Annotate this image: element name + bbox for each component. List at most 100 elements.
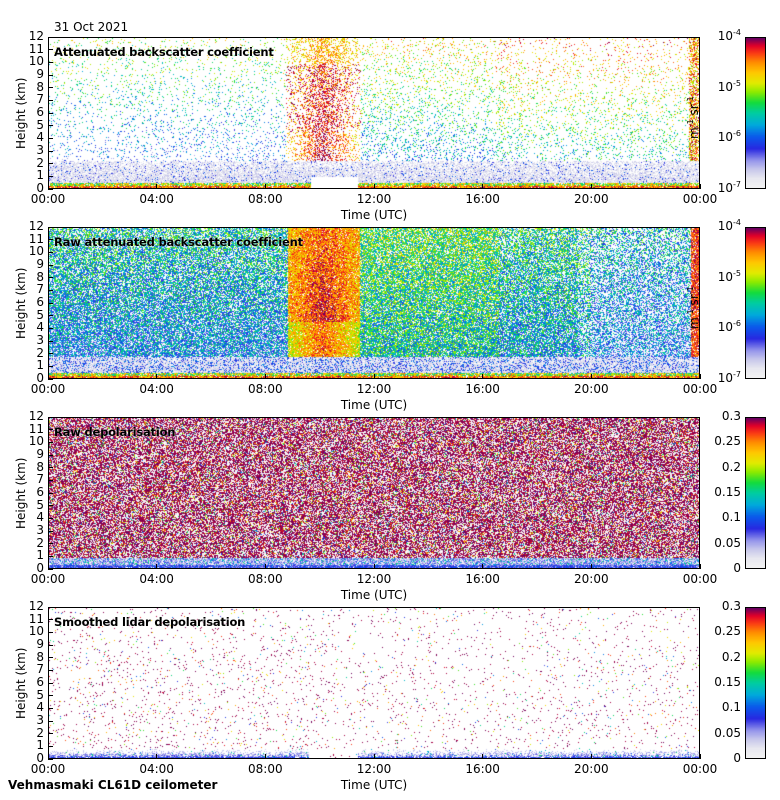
y-tick-mark	[48, 733, 53, 735]
x-tick-label: 20:00	[574, 382, 609, 396]
colorbar-unit-label: m-1 sr-1	[686, 286, 701, 329]
x-tick-mark	[47, 754, 49, 759]
x-tick-label: 08:00	[248, 572, 283, 586]
plot-area-1[interactable]	[48, 227, 700, 379]
colorbar-tick-label: 0.1	[721, 700, 741, 715]
y-tick-mark	[48, 416, 53, 418]
colorbar-tick-label: 0.3	[721, 599, 741, 613]
y-tick-label: 0	[36, 181, 44, 195]
y-tick-mark	[48, 99, 53, 101]
y-tick-mark	[48, 682, 53, 684]
colorbar-tick-label: 0.25	[714, 624, 741, 639]
x-tick-mark	[47, 184, 49, 189]
y-tick-label: 5	[36, 687, 44, 702]
x-axis-label: Time (UTC)	[340, 208, 408, 222]
colorbar-gradient-2	[746, 418, 765, 568]
y-tick-label: 8	[36, 649, 44, 664]
y-tick-label: 4	[36, 320, 44, 335]
colorbar-tick-label: 0.25	[714, 434, 741, 449]
y-tick-mark	[48, 365, 53, 367]
x-tick-mark	[373, 564, 375, 569]
x-tick-label: 12:00	[356, 572, 392, 586]
x-tick-label: 12:00	[356, 382, 392, 396]
y-tick-label: 2	[36, 535, 44, 550]
colorbar-tick-label: 10-4	[717, 28, 741, 44]
y-tick-label: 8	[36, 459, 44, 474]
y-tick-label: 10	[28, 434, 44, 449]
y-tick-mark	[48, 530, 53, 532]
date-stamp: 31 Oct 2021	[54, 20, 129, 34]
colorbar-1	[745, 227, 766, 379]
y-tick-label: 7	[36, 662, 44, 677]
colorbar-tick-label: 0.15	[714, 485, 741, 499]
colorbar-tick-label: 10-7	[717, 370, 741, 386]
y-tick-label: 9	[36, 637, 44, 651]
plot-area-2[interactable]	[48, 417, 700, 569]
x-tick-mark	[264, 184, 266, 189]
colorbar-3	[745, 607, 766, 759]
x-tick-mark	[699, 374, 701, 379]
x-tick-label: 00:00	[30, 382, 66, 396]
x-tick-label: 04:00	[139, 762, 174, 776]
x-tick-mark	[264, 374, 266, 379]
heatmap-canvas-2	[49, 418, 699, 568]
colorbar-0	[745, 37, 766, 189]
plot-area-3[interactable]	[48, 607, 700, 759]
x-tick-mark	[590, 374, 592, 379]
colorbar-gradient-3	[746, 608, 765, 758]
colorbar-tick-label: 10-7	[717, 180, 741, 196]
y-tick-label: 10	[28, 244, 44, 259]
colorbar-tick-label: 0.2	[721, 649, 741, 664]
y-tick-label: 4	[36, 130, 44, 145]
y-tick-mark	[48, 226, 53, 228]
y-tick-mark	[48, 36, 53, 38]
plot-area-0[interactable]	[48, 37, 700, 189]
y-tick-mark	[48, 695, 53, 697]
y-tick-label: 10	[28, 624, 44, 639]
colorbar-gradient-0	[746, 38, 765, 188]
colorbar-tick-label: 10-4	[717, 218, 741, 234]
y-tick-mark	[48, 745, 53, 747]
y-tick-label: 7	[36, 92, 44, 107]
y-tick-mark	[48, 707, 53, 709]
y-tick-mark	[48, 467, 53, 469]
y-tick-mark	[48, 74, 53, 76]
x-tick-label: 20:00	[574, 192, 609, 206]
y-tick-label: 0	[36, 371, 44, 385]
x-tick-mark	[699, 564, 701, 569]
y-tick-mark	[48, 543, 53, 545]
y-tick-mark	[48, 429, 53, 431]
panel-title-3: Smoothed lidar depolarisation	[54, 615, 246, 629]
y-tick-label: 12	[28, 599, 44, 613]
y-tick-mark	[48, 277, 53, 279]
y-tick-mark	[48, 251, 53, 253]
y-tick-label: 12	[28, 409, 44, 423]
y-tick-label: 3	[36, 523, 44, 537]
y-tick-label: 8	[36, 79, 44, 94]
y-tick-label: 6	[36, 105, 44, 119]
colorbar-tick-label: 0.3	[721, 409, 741, 423]
y-tick-label: 2	[36, 345, 44, 360]
y-tick-label: 2	[36, 155, 44, 170]
x-tick-label: 04:00	[139, 572, 174, 586]
x-tick-label: 00:00	[30, 572, 66, 586]
y-tick-label: 11	[28, 41, 44, 56]
y-tick-label: 4	[36, 510, 44, 525]
colorbar-tick-label: 0.2	[721, 459, 741, 474]
y-tick-label: 11	[28, 611, 44, 626]
y-tick-mark	[48, 175, 53, 177]
y-tick-label: 9	[36, 67, 44, 81]
x-tick-mark	[47, 564, 49, 569]
x-tick-mark	[590, 754, 592, 759]
y-tick-mark	[48, 492, 53, 494]
y-tick-mark	[48, 454, 53, 456]
y-axis-label: Height (km)	[14, 77, 28, 149]
x-tick-mark	[264, 754, 266, 759]
y-tick-mark	[48, 163, 53, 165]
x-tick-label: 00:00	[682, 382, 718, 396]
heatmap-canvas-3	[49, 608, 699, 758]
colorbar-tick-label: 10-5	[717, 268, 741, 284]
y-tick-label: 0	[36, 751, 44, 765]
colorbar-tick-label: 0	[733, 561, 741, 575]
x-tick-mark	[373, 754, 375, 759]
